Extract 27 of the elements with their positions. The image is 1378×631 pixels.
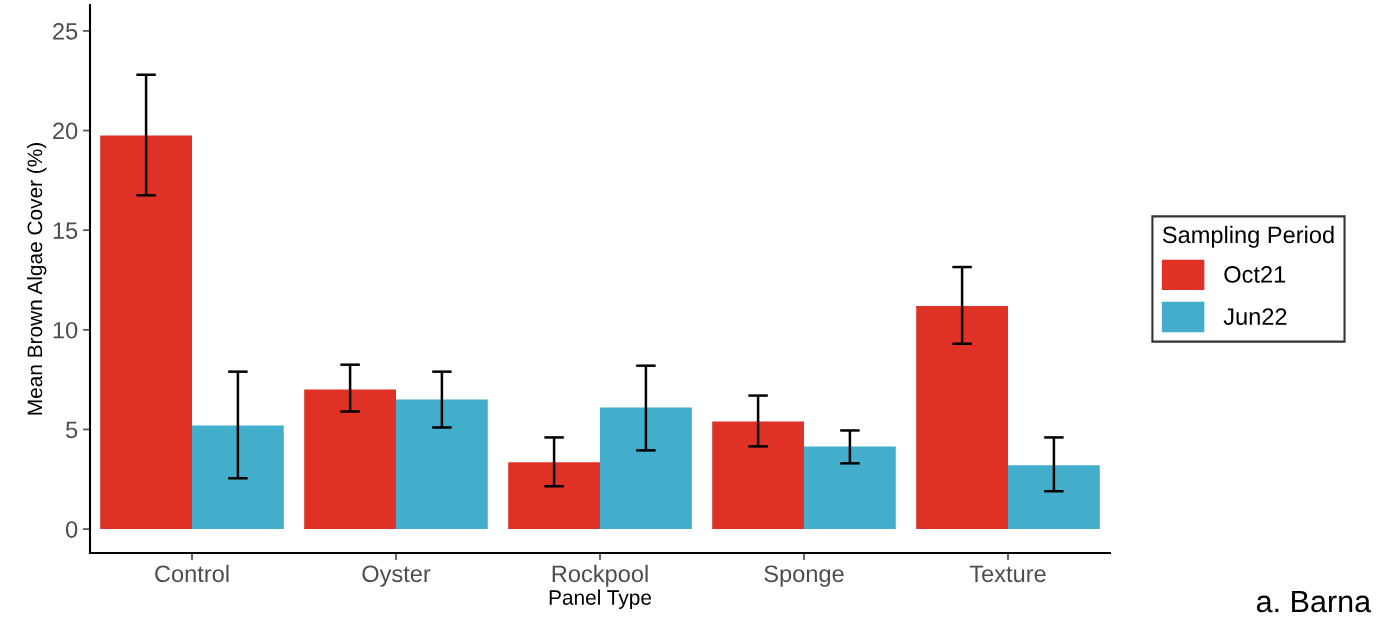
y-tick-label: 0: [65, 521, 78, 538]
y-tick-label: 10: [53, 321, 78, 339]
bar: [916, 305, 1008, 530]
x-tick-label: Texture: [969, 565, 1046, 583]
bar: [100, 135, 192, 530]
bar: [1008, 465, 1100, 530]
bar: [712, 421, 804, 530]
x-tick-label: Rockpool: [552, 564, 648, 587]
legend-title: Sampling Period: [1162, 225, 1334, 248]
x-tick-label: Control: [155, 564, 229, 583]
bar: [508, 462, 600, 530]
y-axis-title: Mean Brown Algae Cover (%): [26, 143, 47, 415]
y-tick-label: 20: [53, 122, 78, 140]
bar: [396, 399, 488, 530]
legend-label: Oct21: [1224, 266, 1286, 283]
x-axis-title: Panel Type: [549, 589, 652, 610]
bar: [304, 389, 396, 530]
y-tick-label: 15: [53, 222, 78, 239]
y-tick-label: 25: [53, 22, 78, 40]
y-tick-label: 5: [66, 421, 78, 439]
legend-label: Jun22: [1223, 308, 1287, 325]
bar: [804, 446, 896, 530]
bar: [600, 407, 692, 530]
bar: [192, 425, 284, 530]
x-tick-label: Oyster: [362, 565, 431, 587]
text: a. Barna: [1256, 591, 1372, 613]
x-tick-label: Sponge: [764, 565, 844, 587]
